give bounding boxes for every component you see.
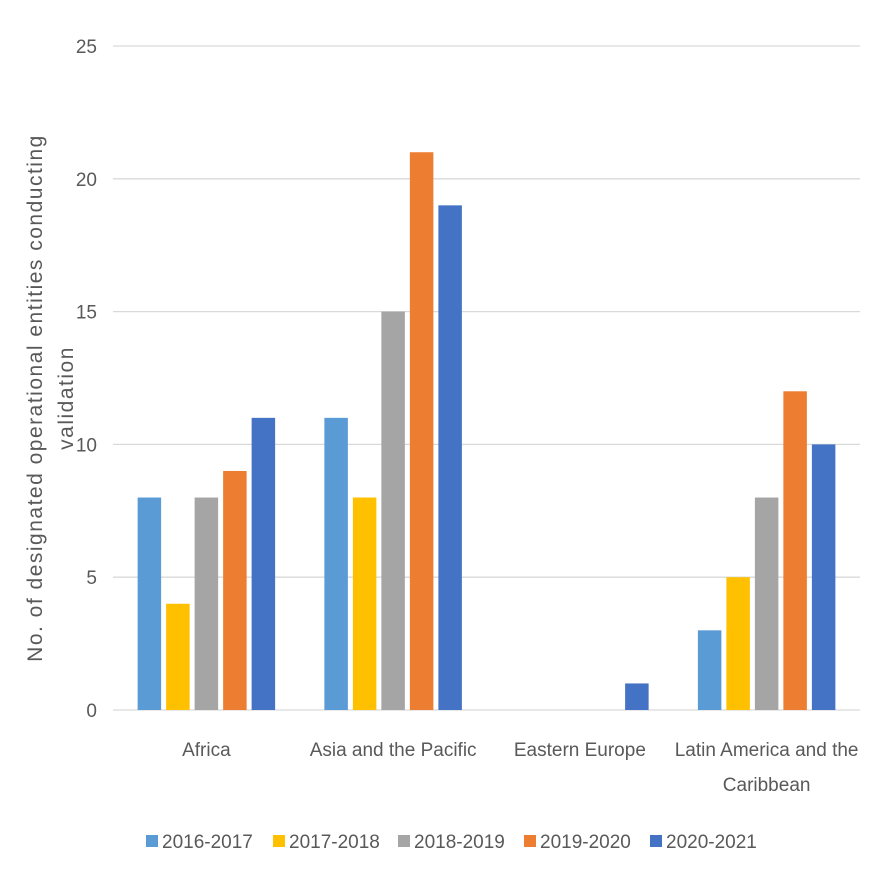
bar-2016-2017-africa	[137, 497, 162, 710]
y-axis-label: No. of designated operational entities c…	[24, 134, 78, 662]
bar-2019-2020-latin-america-and-the-caribbean	[783, 391, 807, 710]
bar-2020-2021-asia-and-the-pacific	[438, 205, 462, 711]
bars	[137, 152, 836, 711]
bar-2018-2019-asia-and-the-pacific	[381, 311, 405, 710]
bar-2020-2021-eastern-europe	[625, 683, 649, 710]
legend-label: 2016-2017	[162, 832, 253, 853]
y-tick-label: 0	[86, 701, 97, 722]
y-tick-label: 5	[86, 568, 97, 589]
legend-label: 2017-2018	[289, 832, 380, 853]
x-axis-categories: Africa Asia and the Pacific Eastern Europe…	[182, 740, 858, 796]
y-axis-label-line: No. of designated operational entities c…	[24, 134, 47, 662]
legend-label: 2018-2019	[414, 832, 505, 853]
bar-2020-2021-africa	[251, 417, 276, 710]
y-axis-label-line: validation	[55, 346, 78, 450]
y-tick-label: 10	[76, 435, 97, 456]
bar-2017-2018-africa	[166, 603, 190, 710]
category-label: Caribbean	[723, 775, 811, 796]
legend-swatch	[146, 835, 158, 847]
bar-2018-2019-latin-america-and-the-caribbean	[754, 497, 779, 710]
y-tick-label: 15	[76, 303, 97, 324]
bar-2019-2020-asia-and-the-pacific	[409, 152, 434, 711]
legend-swatch	[524, 835, 536, 847]
category-label: Eastern Europe	[514, 740, 646, 761]
bar-2019-2020-africa	[223, 470, 247, 710]
bar-2017-2018-latin-america-and-the-caribbean	[726, 577, 750, 710]
legend-swatch	[398, 835, 410, 847]
legend-swatch	[650, 835, 662, 847]
bar-2018-2019-africa	[194, 497, 219, 710]
y-tick-label: 25	[76, 37, 97, 58]
category-label: Latin America and the	[675, 740, 859, 761]
bar-2020-2021-latin-america-and-the-caribbean	[811, 444, 836, 710]
y-tick-label: 20	[76, 170, 97, 191]
legend-swatch	[273, 835, 285, 847]
bar-2017-2018-asia-and-the-pacific	[352, 497, 377, 710]
bar-2016-2017-asia-and-the-pacific	[324, 417, 348, 710]
category-label: Asia and the Pacific	[310, 740, 477, 761]
legend-label: 2019-2020	[540, 832, 631, 853]
legend: 2016-2017 2017-2018 2018-2019 2019-2020 2020…	[146, 832, 757, 853]
category-label: Africa	[182, 740, 231, 761]
legend-label: 2020-2021	[666, 832, 757, 853]
bar-2016-2017-latin-america-and-the-caribbean	[697, 630, 722, 710]
y-axis-ticks: 0 5 10 15 20 25	[76, 37, 97, 722]
